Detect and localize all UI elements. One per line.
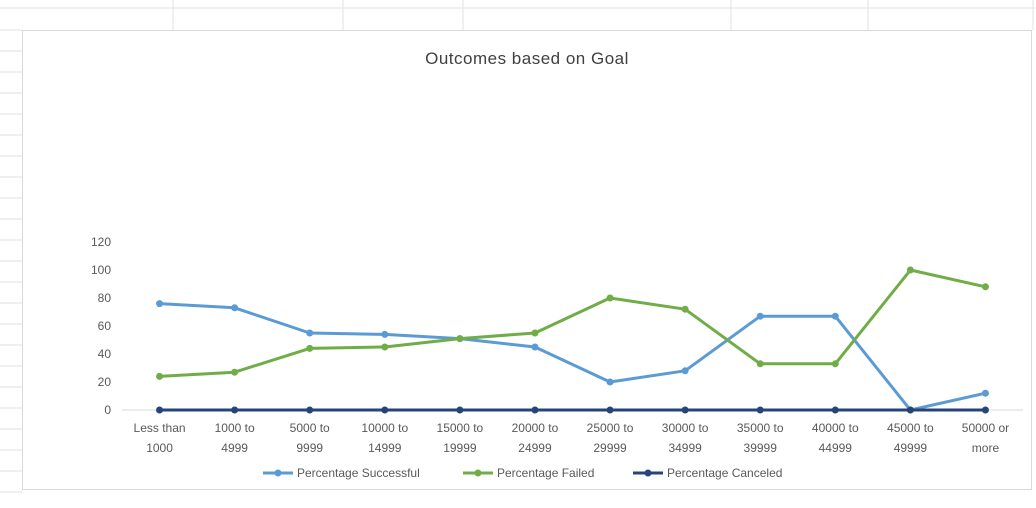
y-tick-label: 100	[91, 263, 111, 277]
x-tick-label: 20000 to	[512, 421, 559, 435]
data-point-series-1	[156, 300, 164, 308]
x-tick-label: Less than	[134, 421, 186, 435]
data-point-series-2	[681, 305, 689, 313]
series-line-1	[158, 302, 987, 412]
data-point-series-2	[981, 283, 989, 291]
y-tick-label: 60	[98, 319, 112, 333]
x-tick-label: 9999	[296, 441, 323, 455]
data-point-series-2	[906, 266, 914, 274]
data-point-series-1	[231, 304, 239, 312]
legend-label-3: Percentage Canceled	[667, 466, 782, 480]
data-point-series-1	[981, 389, 989, 397]
x-tick-label: 5000 to	[290, 421, 330, 435]
data-point-series-3	[756, 406, 764, 414]
x-tick-label: 1000	[146, 441, 173, 455]
y-tick-label: 20	[98, 375, 112, 389]
y-tick-label: 80	[98, 291, 112, 305]
data-point-series-1	[756, 312, 764, 320]
legend-label-2: Percentage Failed	[497, 466, 594, 480]
chart-title: Outcomes based on Goal	[425, 49, 629, 68]
x-tick-label: 10000 to	[361, 421, 408, 435]
x-tick-label: 40000 to	[812, 421, 859, 435]
x-tick-label: 25000 to	[587, 421, 634, 435]
data-point-series-3	[681, 406, 689, 414]
x-tick-label: 35000 to	[737, 421, 784, 435]
data-point-series-3	[981, 406, 989, 414]
y-tick-label: 120	[91, 235, 111, 249]
data-point-series-3	[306, 406, 314, 414]
data-point-series-3	[381, 406, 389, 414]
data-point-series-2	[381, 343, 389, 351]
x-tick-label: 14999	[368, 441, 402, 455]
data-point-series-2	[831, 360, 839, 368]
data-point-series-3	[831, 406, 839, 414]
data-point-series-2	[606, 294, 614, 302]
x-tick-label: 39999	[744, 441, 778, 455]
data-point-series-1	[531, 343, 539, 351]
data-point-series-1	[606, 378, 614, 386]
series-line-2	[158, 268, 987, 378]
data-point-series-3	[156, 406, 164, 414]
data-point-series-3	[606, 406, 614, 414]
line-chart-plot: 0 20 40 60 80 100 120 Less than 1000 1000 to 4999 5…	[91, 235, 1023, 480]
x-tick-label: 4999	[221, 441, 248, 455]
data-point-series-3	[906, 406, 914, 414]
x-tick-label: 45000 to	[887, 421, 934, 435]
x-tick-label: 44999	[819, 441, 853, 455]
legend-marker-2	[474, 469, 482, 477]
x-tick-label: 34999	[668, 441, 702, 455]
data-point-series-2	[156, 372, 164, 380]
data-point-series-1	[831, 312, 839, 320]
data-point-series-3	[231, 406, 239, 414]
data-point-series-2	[756, 360, 764, 368]
legend-label-1: Percentage Successful	[297, 466, 420, 480]
x-tick-label: 29999	[593, 441, 627, 455]
data-point-series-2	[531, 329, 539, 337]
x-tick-label: 30000 to	[662, 421, 709, 435]
data-point-series-3	[456, 406, 464, 414]
data-point-series-2	[456, 335, 464, 343]
data-point-series-2	[231, 368, 239, 376]
x-tick-label: 1000 to	[215, 421, 255, 435]
legend-marker-3	[644, 469, 652, 477]
y-tick-label: 0	[104, 403, 111, 417]
data-point-series-2	[306, 344, 314, 352]
legend-marker-1	[274, 469, 282, 477]
x-tick-label: 15000 to	[437, 421, 484, 435]
x-tick-label: 50000 or	[962, 421, 1009, 435]
chart-area[interactable]: Outcomes based on Goal 0 20 40 60 80 100 120 Le…	[22, 30, 1032, 490]
x-tick-label: 49999	[894, 441, 928, 455]
x-tick-label: more	[972, 441, 1000, 455]
y-tick-label: 40	[98, 347, 112, 361]
data-point-series-1	[306, 329, 314, 337]
data-point-series-1	[681, 367, 689, 375]
data-point-series-3	[531, 406, 539, 414]
x-tick-label: 19999	[443, 441, 477, 455]
x-tick-label: 24999	[518, 441, 552, 455]
data-point-series-1	[381, 330, 389, 338]
